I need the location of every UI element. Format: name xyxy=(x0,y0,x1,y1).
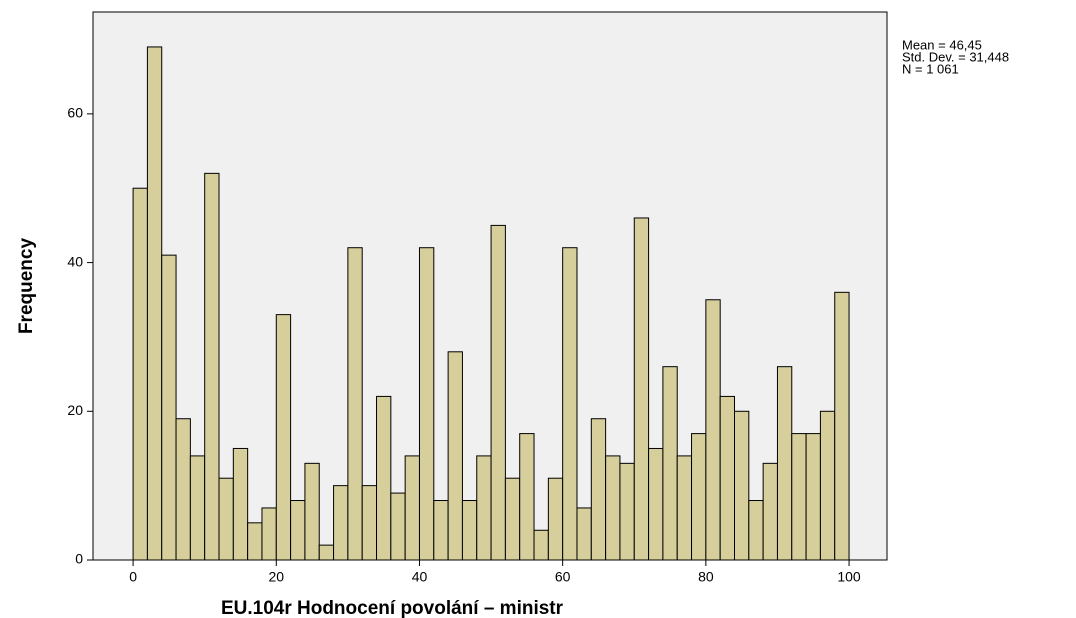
bar xyxy=(290,500,306,561)
bar xyxy=(261,507,277,561)
bar xyxy=(275,314,292,561)
bar xyxy=(662,366,678,561)
bar xyxy=(404,455,420,561)
bar xyxy=(418,247,435,561)
x-tick-label: 20 xyxy=(268,569,284,585)
x-tick-label: 80 xyxy=(698,569,714,585)
bar xyxy=(705,299,721,561)
bar xyxy=(204,172,220,561)
bar xyxy=(146,46,163,561)
x-tick-label: 0 xyxy=(129,569,137,585)
bar xyxy=(376,395,392,561)
bar xyxy=(218,477,234,561)
bar xyxy=(719,395,736,561)
bar xyxy=(547,477,564,561)
bar xyxy=(819,410,836,561)
x-tick-label: 40 xyxy=(412,569,428,585)
bar xyxy=(590,418,607,561)
bar xyxy=(390,492,406,561)
bar xyxy=(648,447,664,561)
stat-annotation: N = 1 061 xyxy=(902,61,959,76)
y-axis-label: Frequency xyxy=(16,238,37,335)
bar xyxy=(776,366,793,561)
bar xyxy=(476,455,492,561)
y-tick-label: 20 xyxy=(67,402,83,418)
bar xyxy=(533,529,549,561)
y-tick-label: 0 xyxy=(75,551,83,567)
bar xyxy=(519,433,535,561)
bar xyxy=(490,224,506,561)
bar xyxy=(333,485,349,561)
bar xyxy=(562,247,578,561)
bar xyxy=(676,455,693,561)
bar xyxy=(791,433,807,561)
y-tick-label: 40 xyxy=(67,253,83,269)
y-tick-label: 60 xyxy=(67,105,83,121)
bar xyxy=(605,455,621,561)
bar xyxy=(504,477,521,561)
bar xyxy=(576,507,592,561)
bar xyxy=(318,544,335,561)
bar xyxy=(175,418,191,561)
bar xyxy=(805,433,821,561)
bar xyxy=(834,291,850,561)
bar xyxy=(189,455,206,561)
bar xyxy=(347,247,363,561)
bar xyxy=(232,447,249,561)
bar xyxy=(619,462,635,561)
bar xyxy=(361,485,378,561)
bar xyxy=(132,187,148,561)
bar xyxy=(762,462,778,561)
bar xyxy=(447,351,463,561)
x-axis-label: EU.104r Hodnocení povolání – ministr xyxy=(221,598,564,618)
stat-annotation: Mean = 46,45 xyxy=(902,37,982,52)
bar xyxy=(633,217,650,561)
x-tick-label: 60 xyxy=(555,569,571,585)
bar xyxy=(461,500,478,561)
stat-annotation: Std. Dev. = 31,448 xyxy=(902,49,1009,64)
bar xyxy=(748,500,764,561)
bar xyxy=(734,410,750,561)
bar xyxy=(161,254,177,561)
bar xyxy=(433,500,449,561)
bar xyxy=(691,433,707,561)
bar xyxy=(247,522,263,561)
x-tick-label: 100 xyxy=(837,569,861,585)
bar xyxy=(304,462,320,561)
